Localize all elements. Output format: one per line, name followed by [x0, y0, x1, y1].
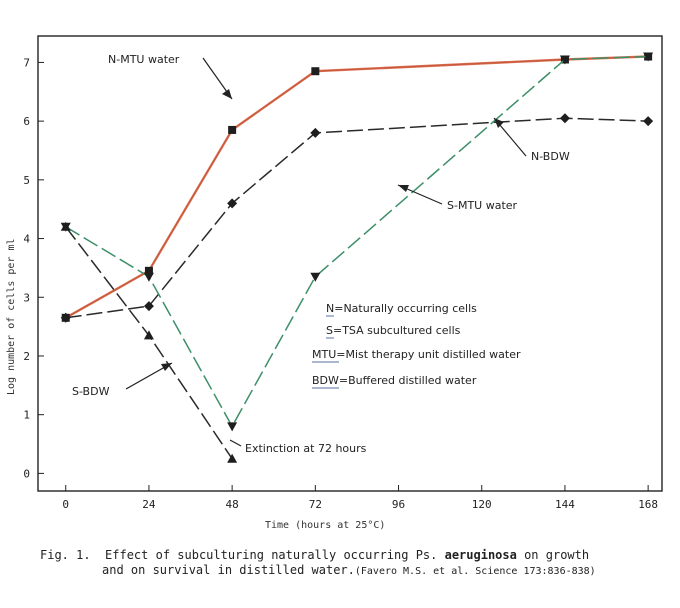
arrow-s-bdw-head [161, 363, 172, 371]
x-tick-label-1: 24 [142, 498, 156, 511]
y-tick-label-4: 4 [23, 233, 30, 246]
x-tick-label-6: 144 [555, 498, 575, 511]
caption-text-part2: on growth [516, 548, 590, 562]
point-s-bdw-48 [227, 453, 238, 463]
annotation-s-bdw: S-BDW [72, 385, 110, 398]
figure-caption: Fig. 1. Effect of subculturing naturally… [40, 548, 660, 579]
x-axis-ticks: 0 24 48 72 96 120 144 168 [62, 485, 658, 511]
point-n-mtu-water-48 [228, 125, 237, 134]
annotation-extinction: Extinction at 72 hours [245, 442, 367, 455]
annotation-n-mtu-water: N-MTU water [108, 53, 180, 66]
x-axis-label: Time (hours at 25°C) [265, 520, 385, 531]
caption-citation: (Favero M.S. et al. Science 173:836-838) [354, 566, 596, 577]
point-n-bdw-48 [227, 198, 238, 209]
y-tick-label-1: 1 [23, 409, 30, 422]
series-line-s-mtu-water [65, 55, 649, 428]
annotation-s-mtu-water: S-MTU water [447, 199, 518, 212]
y-tick-label-3: 3 [23, 291, 30, 304]
point-n-bdw-72 [310, 127, 321, 138]
caption-line2: and on survival in distilled water. [102, 563, 355, 577]
caption-label: Fig. 1. [40, 548, 91, 562]
y-tick-label-5: 5 [23, 174, 30, 187]
point-s-mtu-water-48 [227, 422, 238, 432]
y-axis-ticks: 0 1 2 3 4 5 6 7 [23, 56, 44, 480]
x-tick-label-5: 120 [472, 498, 492, 511]
point-s-bdw-24 [143, 330, 154, 340]
point-n-bdw-144 [559, 113, 570, 124]
x-tick-label-2: 48 [226, 498, 239, 511]
legend-item-s: S=TSA subcultured cells [326, 324, 461, 337]
y-tick-label-7: 7 [23, 56, 30, 69]
y-tick-label-6: 6 [23, 115, 30, 128]
y-axis-label: Log number of cells per ml [6, 238, 17, 395]
series-line-s-bdw [65, 226, 233, 460]
point-s-mtu-water-24 [143, 272, 154, 282]
arrow-s-mtu-head [398, 185, 409, 192]
legend-item-mtu: MTU=Mist therapy unit distilled water [312, 348, 521, 361]
arrow-n-mtu-head [222, 89, 232, 99]
caption-line-1: Fig. 1. Effect of subculturing naturally… [40, 548, 660, 563]
point-s-mtu-water-168 [643, 52, 654, 62]
series-layer [60, 52, 654, 463]
series-line-n-mtu-water-core [65, 55, 649, 319]
legend: N=Naturally occurring cells S=TSA subcul… [312, 302, 521, 389]
x-tick-label-4: 96 [392, 498, 405, 511]
annotation-n-bdw: N-BDW [531, 150, 570, 163]
point-n-mtu-water-72 [311, 67, 320, 76]
point-n-bdw-24 [143, 301, 154, 312]
point-n-bdw-0 [60, 312, 71, 323]
caption-line-2: and on survival in distilled water.(Fave… [40, 563, 660, 579]
legend-item-bdw: BDW=Buffered distilled water [312, 374, 477, 387]
legend-item-n: N=Naturally occurring cells [326, 302, 477, 315]
series-line-n-mtu-water [65, 55, 649, 319]
arrow-extinction [229, 439, 242, 447]
series-line-n-bdw [65, 117, 649, 319]
caption-organism: aeruginosa [444, 548, 517, 562]
point-s-mtu-water-72 [310, 272, 321, 282]
arrow-n-bdw-head [494, 118, 504, 128]
point-n-mtu-water-24 [144, 266, 153, 275]
x-tick-label-7: 168 [638, 498, 658, 511]
point-n-bdw-168 [643, 116, 654, 127]
y-tick-label-2: 2 [23, 350, 30, 363]
x-tick-label-0: 0 [62, 498, 69, 511]
point-s-bdw-0 [60, 221, 71, 231]
caption-text-part1: Effect of subculturing naturally occurri… [105, 548, 445, 562]
point-s-mtu-water-144 [559, 55, 570, 65]
x-tick-label-3: 72 [309, 498, 322, 511]
plot-frame [37, 35, 663, 492]
annotation-layer: N-MTU water N-BDW S-MTU water S-BDW Exti… [72, 53, 570, 455]
y-tick-label-0: 0 [23, 467, 30, 480]
